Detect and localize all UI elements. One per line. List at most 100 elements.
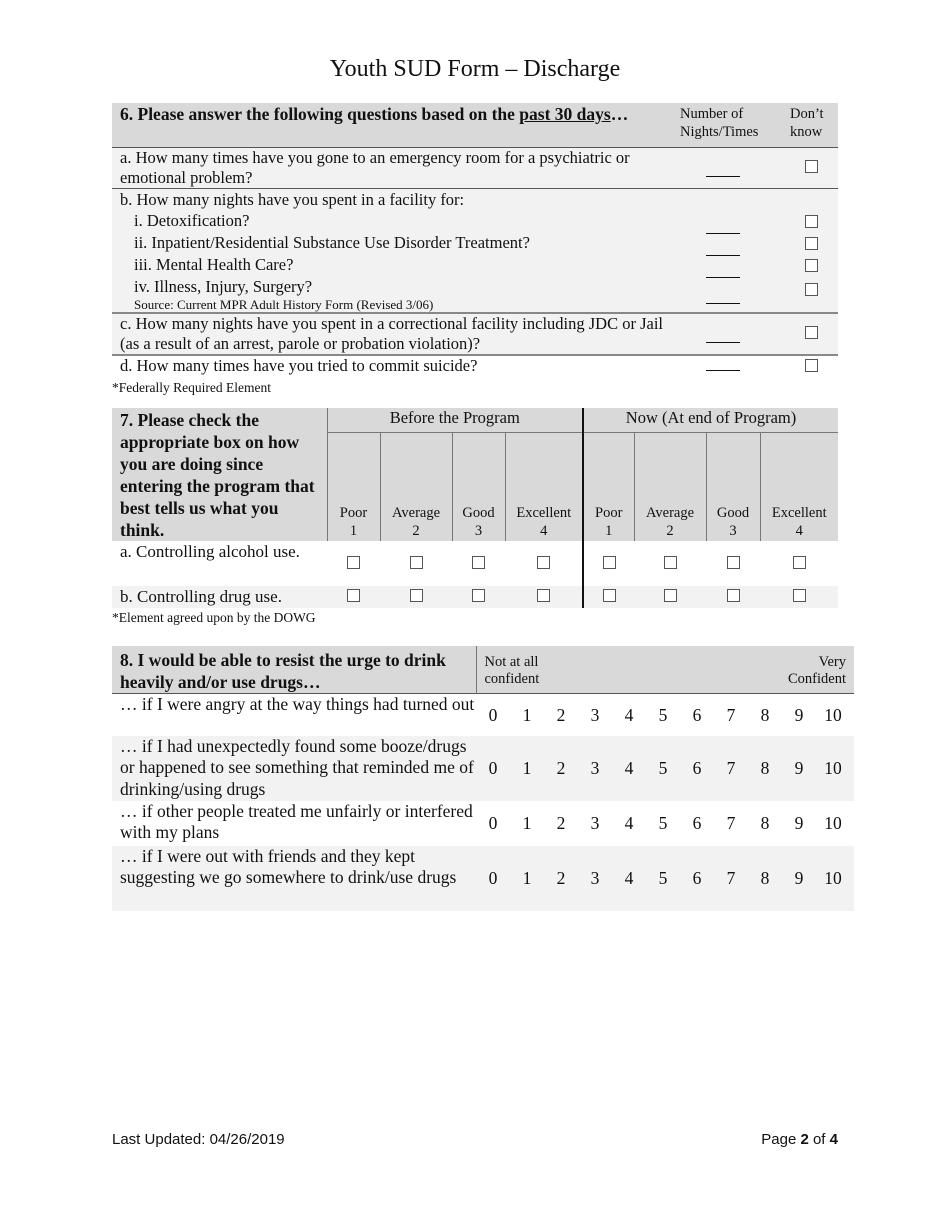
scale-option[interactable]: 1 <box>522 868 532 888</box>
col-number-header: Number of Nights/Times <box>680 106 759 140</box>
q6b-ii-dontknow-checkbox[interactable] <box>804 236 818 250</box>
scale-option[interactable]: 4 <box>624 813 634 833</box>
scale-option[interactable]: 10 <box>824 813 842 833</box>
scale-option[interactable]: 3 <box>590 868 600 888</box>
now-rating-checkbox[interactable] <box>726 555 740 569</box>
scale-option[interactable]: 2 <box>556 704 566 725</box>
scale-option[interactable]: 8 <box>760 813 770 833</box>
scale-option[interactable]: 1 <box>522 813 532 833</box>
scale-option[interactable]: 10 <box>824 758 842 778</box>
now-rating-checkbox[interactable] <box>726 589 740 602</box>
scale-option[interactable]: 6 <box>692 704 702 725</box>
scale-option[interactable]: 6 <box>692 813 702 833</box>
rating-value: 1 <box>349 523 358 539</box>
q6-table: 6. Please answer the following questions… <box>112 103 838 378</box>
scale-option[interactable]: 2 <box>556 868 566 888</box>
before-rating-checkbox[interactable] <box>347 555 360 569</box>
rating-header: Poor 1 <box>582 432 634 541</box>
scale-option[interactable]: 6 <box>692 868 702 888</box>
scale-option[interactable]: 9 <box>794 704 804 725</box>
scale-option[interactable]: 2 <box>556 758 566 778</box>
scale-option[interactable]: 3 <box>590 758 600 778</box>
scale-option[interactable]: 0 <box>488 704 498 725</box>
rating-value: 2 <box>412 523 420 539</box>
rating-header: Good 3 <box>705 432 760 541</box>
scale-option[interactable]: 5 <box>658 704 668 725</box>
q6d-number-input[interactable] <box>706 369 740 371</box>
source-note: Source: Current MPR Adult History Form (… <box>134 296 434 312</box>
rating-header: Excellent 4 <box>759 432 839 541</box>
before-rating-checkbox[interactable] <box>472 555 485 569</box>
page-number: Page 2 of 4 <box>761 1131 838 1148</box>
q7-table: 7. Please check the appropriate box on h… <box>112 408 839 608</box>
q8-heading: 8. I would be able to resist the urge to… <box>120 650 446 692</box>
scale-option[interactable]: 4 <box>624 704 634 725</box>
before-rating-checkbox[interactable] <box>537 589 550 602</box>
q6b-i-number-input[interactable] <box>706 232 740 234</box>
scale-option[interactable]: 7 <box>726 813 736 833</box>
q6a-dontknow-checkbox[interactable] <box>804 159 818 173</box>
q6b-iii-dontknow-checkbox[interactable] <box>804 258 818 272</box>
before-rating-checkbox[interactable] <box>537 555 550 569</box>
now-rating-checkbox[interactable] <box>663 589 677 602</box>
before-rating-checkbox[interactable] <box>409 589 423 602</box>
scale-option[interactable]: 8 <box>760 868 770 888</box>
scale-option[interactable]: 0 <box>488 868 498 888</box>
q6b-iv-dontknow-checkbox[interactable] <box>804 282 818 296</box>
q6b-ii-number-input[interactable] <box>706 254 740 256</box>
q8-row-label: … if I had unexpectedly found some booze… <box>120 735 474 799</box>
scale-option[interactable]: 7 <box>726 868 736 888</box>
now-rating-checkbox[interactable] <box>602 589 616 602</box>
scale-option[interactable]: 7 <box>726 758 736 778</box>
q6c-number-input[interactable] <box>706 341 740 343</box>
before-rating-checkbox[interactable] <box>409 555 423 569</box>
now-rating-checkbox[interactable] <box>792 555 806 569</box>
before-rating-checkbox[interactable] <box>347 589 360 602</box>
q6b-iii-number-input[interactable] <box>706 276 740 278</box>
scale-option[interactable]: 5 <box>658 813 668 833</box>
rating-label: Poor <box>595 505 623 521</box>
now-rating-checkbox[interactable] <box>602 555 616 569</box>
q6b-item: i. Detoxification? <box>134 210 250 230</box>
q6b-text: b. How many nights have you spent in a f… <box>120 189 465 209</box>
now-rating-checkbox[interactable] <box>663 555 677 569</box>
q6c-dontknow-checkbox[interactable] <box>804 325 818 339</box>
now-rating-checkbox[interactable] <box>792 589 806 602</box>
scale-option[interactable]: 8 <box>760 704 770 725</box>
q8-row: … if I were out with friends and they ke… <box>112 845 854 911</box>
scale-option[interactable]: 9 <box>794 868 804 888</box>
q6a-number-input[interactable] <box>706 175 740 177</box>
scale-option[interactable]: 6 <box>692 758 702 778</box>
scale-option[interactable]: 9 <box>794 813 804 833</box>
scale-option[interactable]: 3 <box>590 704 600 725</box>
scale-option[interactable]: 5 <box>658 758 668 778</box>
q6b-iv-number-input[interactable] <box>706 302 740 304</box>
q7-row: b. Controlling drug use. <box>112 586 839 608</box>
scale-option[interactable]: 4 <box>624 868 634 888</box>
q6b-i-dontknow-checkbox[interactable] <box>804 214 818 228</box>
scale-option[interactable]: 1 <box>522 704 532 725</box>
rating-value: 4 <box>795 523 803 539</box>
q6b-item: ii. Inpatient/Residential Substance Use … <box>134 232 530 252</box>
before-rating-checkbox[interactable] <box>472 589 485 602</box>
q6b-item: iv. Illness, Injury, Surgery? <box>134 276 313 296</box>
scale-option[interactable]: 8 <box>760 758 770 778</box>
scale-option[interactable]: 10 <box>824 868 842 888</box>
rating-header: Poor 1 <box>326 432 380 541</box>
scale-option[interactable]: 5 <box>658 868 668 888</box>
scale-option[interactable]: 7 <box>726 704 736 725</box>
rating-value: 4 <box>540 523 548 539</box>
scale-option[interactable]: 0 <box>488 813 498 833</box>
scale-option[interactable]: 0 <box>488 758 498 778</box>
q6-footnote: *Federally Required Element <box>112 379 271 395</box>
scale-option[interactable]: 1 <box>522 758 532 778</box>
scale-option[interactable]: 3 <box>590 813 600 833</box>
scale-low-label: Not at all confident <box>484 654 540 687</box>
scale-option[interactable]: 2 <box>556 813 566 833</box>
q8-section: 8. I would be able to resist the urge to… <box>112 646 854 911</box>
q6d-dontknow-checkbox[interactable] <box>804 358 818 372</box>
scale-option[interactable]: 9 <box>794 758 804 778</box>
scale-option[interactable]: 4 <box>624 758 634 778</box>
group-before-header: Before the Program <box>326 408 583 433</box>
scale-option[interactable]: 10 <box>824 704 842 725</box>
